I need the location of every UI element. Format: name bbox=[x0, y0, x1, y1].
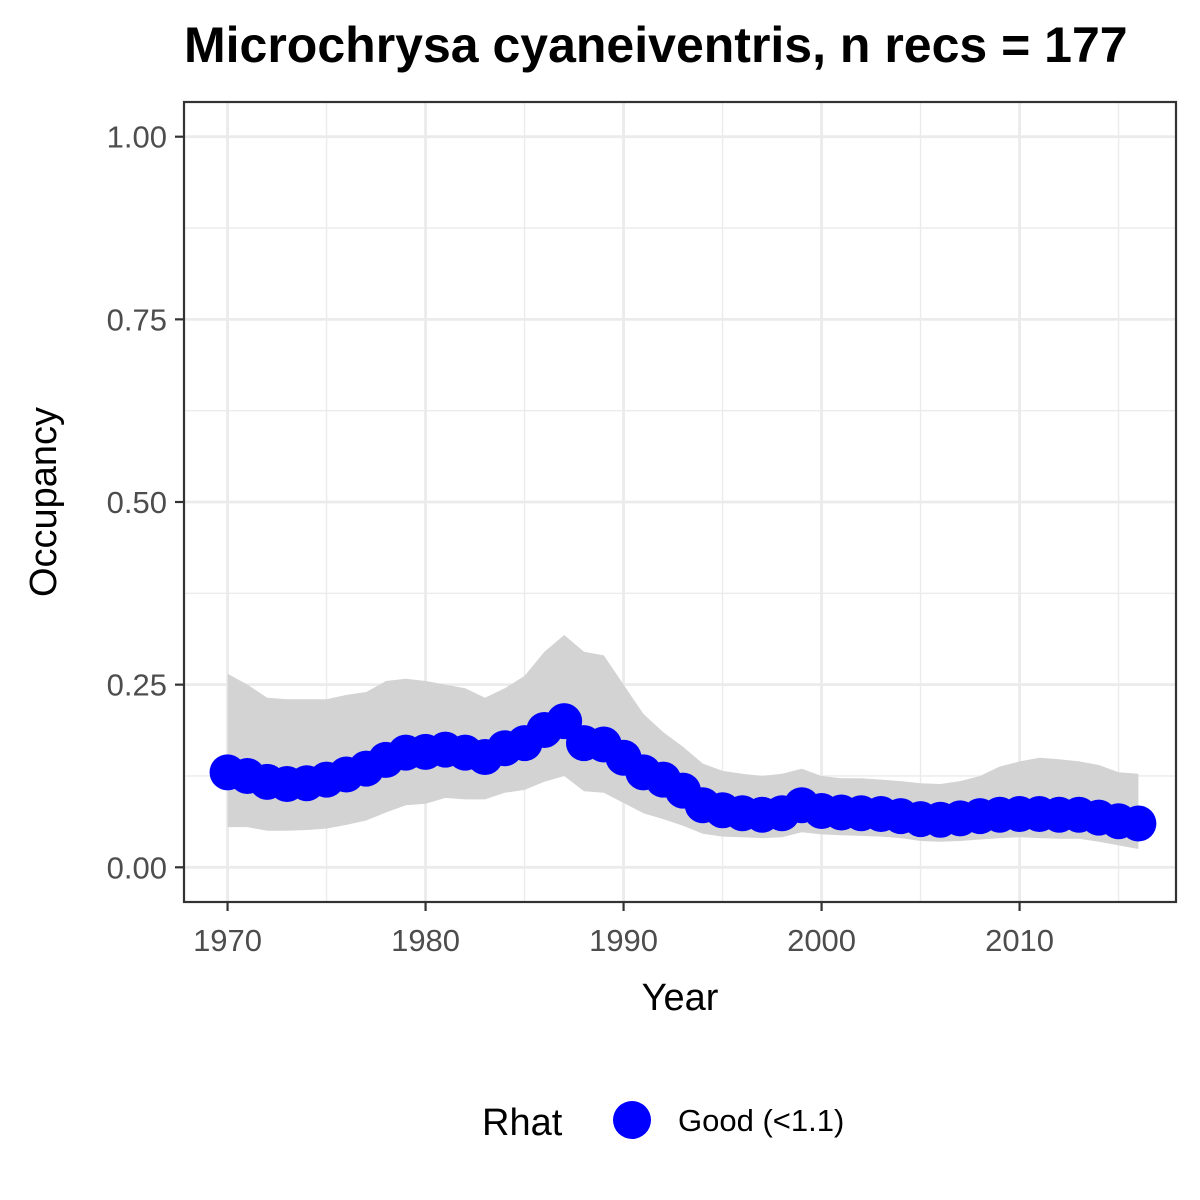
y-tick-label: 0.50 bbox=[107, 485, 167, 520]
legend-title: Rhat bbox=[482, 1102, 563, 1144]
y-tick-label: 0.75 bbox=[107, 302, 167, 337]
data-point bbox=[1120, 805, 1157, 842]
occupancy-points bbox=[209, 703, 1157, 842]
legend: Rhat Good (<1.1) bbox=[482, 1101, 844, 1144]
x-tick-label: 2010 bbox=[985, 923, 1054, 958]
confidence-ribbon bbox=[227, 635, 1139, 849]
x-tick-label: 1980 bbox=[391, 923, 460, 958]
x-tick-label: 2000 bbox=[787, 923, 856, 958]
chart-title: Microchrysa cyaneiventris, n recs = 177 bbox=[184, 17, 1128, 73]
y-axis-title: Occupancy bbox=[23, 407, 65, 597]
x-axis-title: Year bbox=[642, 977, 719, 1019]
y-tick-label: 0.00 bbox=[107, 850, 167, 885]
legend-label-good: Good (<1.1) bbox=[678, 1103, 844, 1138]
y-axis-ticks: 0.00 0.25 0.50 0.75 1.00 bbox=[107, 120, 184, 885]
x-tick-label: 1990 bbox=[589, 923, 658, 958]
legend-key-good bbox=[613, 1101, 651, 1139]
y-tick-label: 1.00 bbox=[107, 120, 167, 155]
x-tick-label: 1970 bbox=[193, 923, 262, 958]
x-axis-ticks: 1970 1980 1990 2000 2010 bbox=[193, 902, 1054, 958]
y-tick-label: 0.25 bbox=[107, 668, 167, 703]
